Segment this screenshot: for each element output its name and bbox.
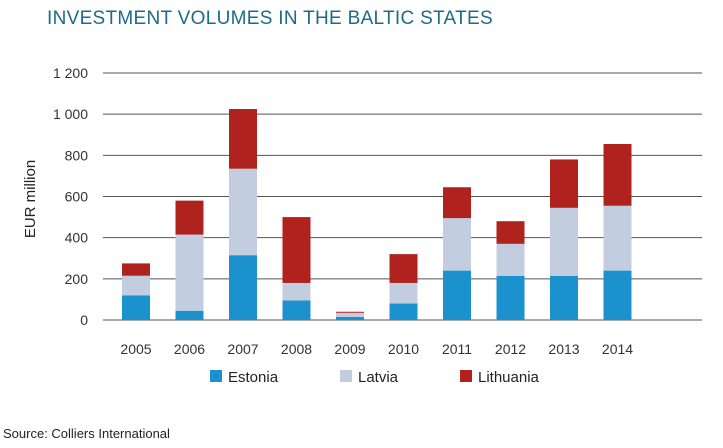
bar-lithuania-2007 bbox=[229, 109, 257, 169]
legend-swatch-lithuania bbox=[460, 370, 472, 382]
y-tick-label: 1 200 bbox=[53, 65, 88, 81]
x-tick-label: 2012 bbox=[495, 341, 526, 357]
legend-label-estonia: Estonia bbox=[228, 369, 279, 386]
bar-latvia-2007 bbox=[229, 168, 257, 256]
y-tick-label: 1 000 bbox=[53, 106, 88, 122]
bar-estonia-2013 bbox=[550, 275, 578, 320]
bar-latvia-2013 bbox=[550, 207, 578, 276]
bar-lithuania-2009 bbox=[336, 311, 364, 313]
source-note: Source: Colliers International bbox=[3, 426, 170, 441]
y-tick-label: 600 bbox=[65, 189, 89, 205]
x-axis-ticks: 2005 2006 2007 2008 2009 2010 2011 2012 2013 2014 bbox=[120, 341, 633, 357]
bar-lithuania-2014 bbox=[603, 144, 632, 206]
x-tick-label: 2011 bbox=[442, 341, 472, 357]
bar-lithuania-2006 bbox=[175, 200, 204, 235]
bar-estonia-2012 bbox=[496, 275, 525, 320]
y-tick-label: 0 bbox=[80, 312, 88, 328]
bar-latvia-2010 bbox=[389, 282, 418, 304]
y-axis-label: EUR million bbox=[22, 160, 39, 238]
x-tick-label: 2009 bbox=[334, 341, 365, 357]
bar-estonia-2006 bbox=[175, 310, 204, 320]
x-tick-label: 2005 bbox=[120, 341, 151, 357]
x-tick-label: 2013 bbox=[548, 341, 579, 357]
legend-label-lithuania: Lithuania bbox=[478, 369, 540, 386]
bar-estonia-2007 bbox=[229, 255, 257, 320]
bar-estonia-2008 bbox=[282, 300, 311, 320]
bar-lithuania-2013 bbox=[550, 159, 578, 208]
y-tick-label: 400 bbox=[65, 230, 89, 246]
bar-latvia-2012 bbox=[496, 243, 525, 276]
y-axis-ticks: 0 200 400 600 800 1 000 1 200 bbox=[53, 65, 88, 328]
legend-swatch-latvia bbox=[340, 370, 352, 382]
legend-swatch-estonia bbox=[210, 370, 222, 382]
bar-estonia-2010 bbox=[389, 303, 418, 320]
bar-lithuania-2011 bbox=[443, 187, 471, 219]
bar-estonia-2005 bbox=[122, 295, 150, 320]
bar-latvia-2006 bbox=[175, 234, 204, 311]
bar-lithuania-2008 bbox=[282, 217, 311, 283]
legend-label-latvia: Latvia bbox=[358, 369, 399, 386]
y-tick-label: 800 bbox=[65, 147, 89, 163]
bar-latvia-2014 bbox=[603, 205, 632, 271]
bar-lithuania-2010 bbox=[389, 254, 418, 283]
bar-estonia-2011 bbox=[443, 270, 471, 320]
bar-estonia-2009 bbox=[336, 316, 364, 320]
bar-lithuania-2012 bbox=[496, 221, 525, 244]
bar-latvia-2008 bbox=[282, 282, 311, 301]
x-tick-label: 2006 bbox=[174, 341, 205, 357]
bar-lithuania-2005 bbox=[122, 263, 150, 276]
chart-title: INVESTMENT VOLUMES IN THE BALTIC STATES bbox=[47, 8, 493, 29]
x-tick-label: 2010 bbox=[388, 341, 419, 357]
y-tick-label: 200 bbox=[65, 271, 89, 287]
bar-latvia-2011 bbox=[443, 218, 471, 271]
x-tick-label: 2008 bbox=[281, 341, 312, 357]
bar-estonia-2014 bbox=[603, 270, 632, 320]
legend: Estonia Latvia Lithuania bbox=[210, 369, 540, 386]
bar-latvia-2009 bbox=[336, 312, 364, 317]
bars bbox=[122, 109, 632, 320]
bar-latvia-2005 bbox=[122, 275, 150, 296]
x-tick-label: 2014 bbox=[602, 341, 633, 357]
x-tick-label: 2007 bbox=[227, 341, 258, 357]
